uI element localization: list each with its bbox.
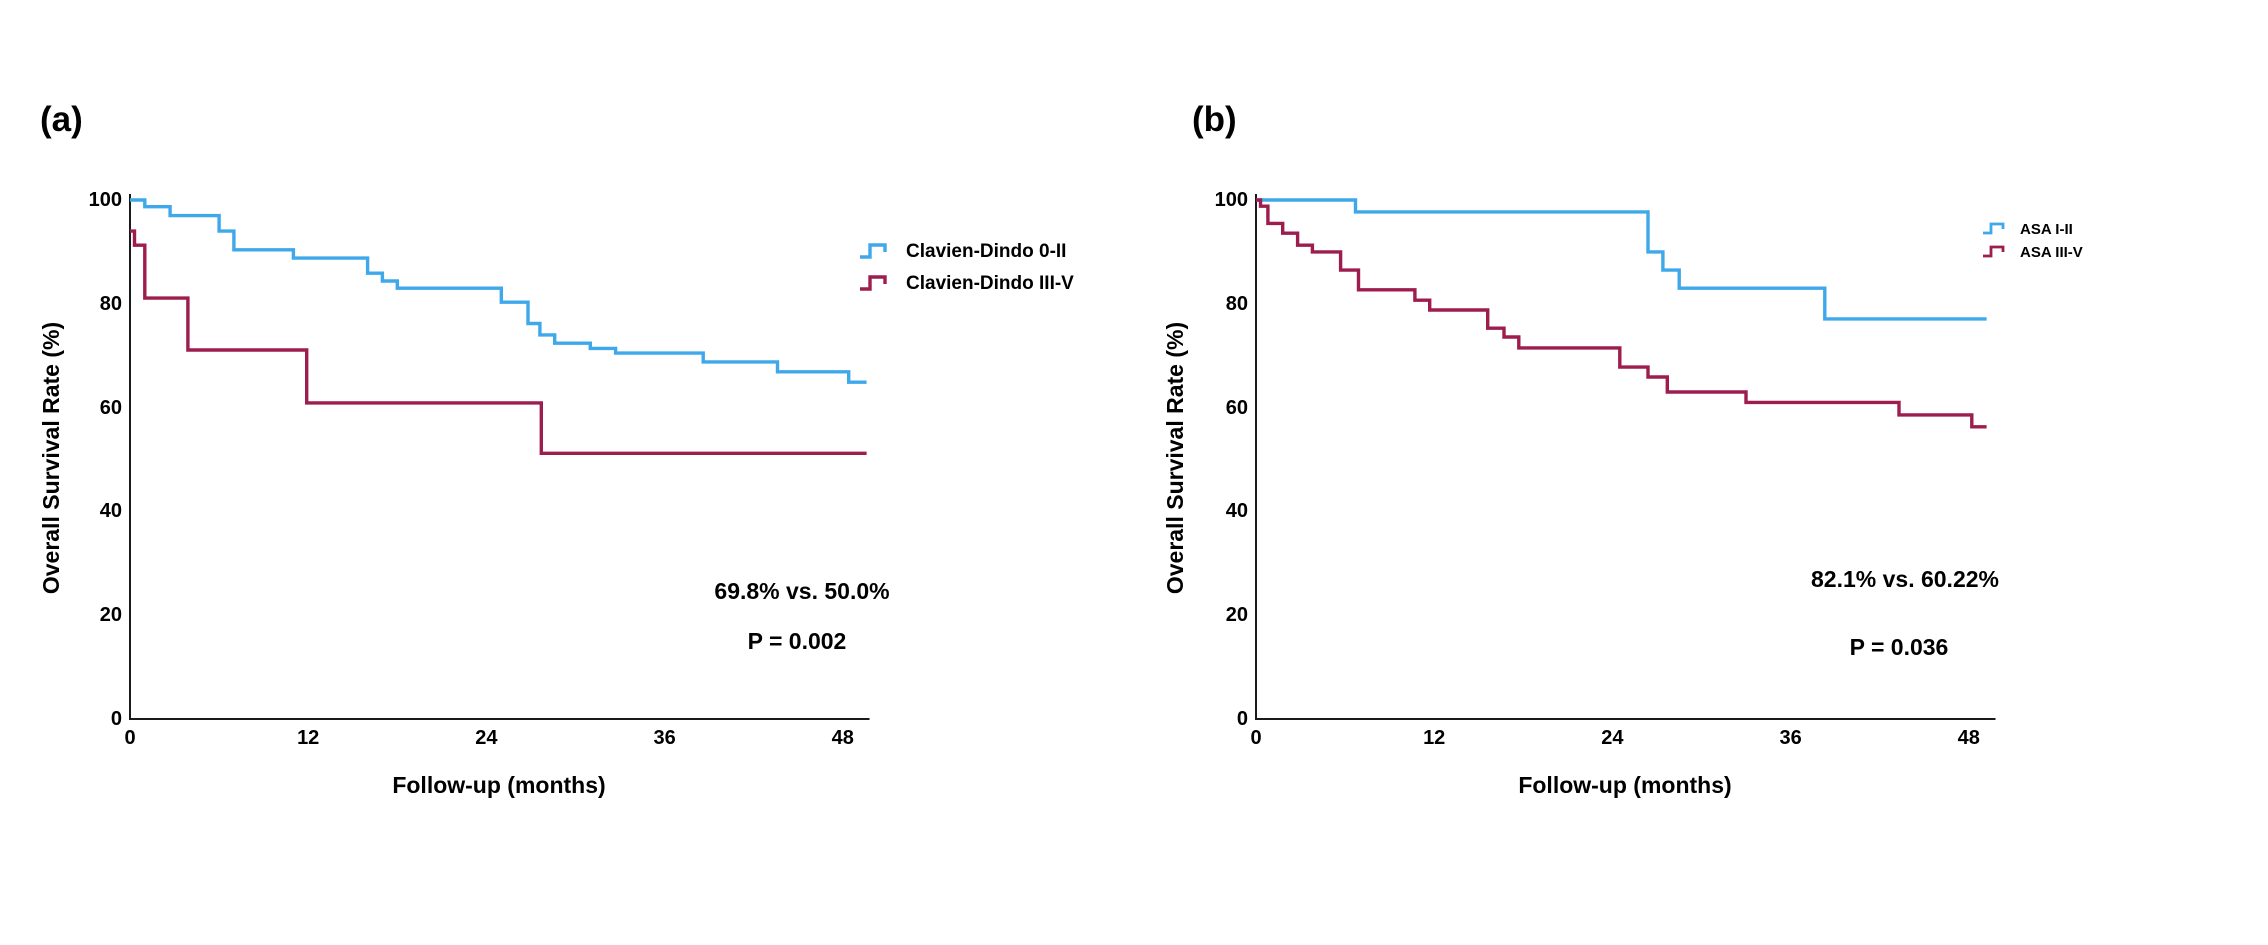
panel-b-x-axis-title: Follow-up (months) (1518, 772, 1732, 798)
panel-b-survival-comparison: 82.1% vs. 60.22% (1811, 566, 1999, 592)
panel-a-y-axis-title: Overall Survival Rate (%) (38, 321, 64, 595)
panel-a-label: (a) (40, 100, 83, 139)
legend-item: ASA I-II (1982, 220, 2083, 238)
x-tick-label: 0 (124, 727, 136, 749)
legend-label: ASA III-V (2020, 243, 2083, 261)
y-tick-label: 20 (1225, 604, 1248, 627)
y-tick-label: 40 (1225, 500, 1248, 523)
panel-b-label: (b) (1192, 100, 1237, 139)
panel-a-survival-comparison: 69.8% vs. 50.0% (714, 578, 890, 604)
step-line-icon (1983, 222, 2005, 235)
legend-item: Clavien-Dindo 0-II (858, 240, 1074, 264)
x-tick-label: 0 (1250, 727, 1262, 749)
y-tick-label: 20 (99, 604, 122, 627)
panel-b-p-value: P = 0.036 (1849, 634, 1949, 660)
y-tick-label: 60 (99, 396, 122, 419)
survival-curve (1256, 198, 1987, 429)
panel-a-p-value: P = 0.002 (747, 628, 847, 654)
x-tick-label: 12 (297, 727, 320, 749)
axis-line (129, 194, 870, 720)
step-line-icon (860, 275, 887, 291)
x-tick-label: 48 (831, 727, 854, 749)
panel-b-y-axis-title: Overall Survival Rate (%) (1162, 321, 1188, 595)
panel-a-x-axis-title: Follow-up (months) (392, 772, 606, 798)
x-tick-label: 36 (653, 727, 676, 749)
y-tick-label: 0 (110, 708, 122, 730)
x-tick-label: 12 (1423, 727, 1446, 749)
survival-curve (130, 229, 867, 455)
axis-line (1255, 194, 1996, 720)
y-tick-label: 0 (1236, 708, 1248, 730)
survival-curve (130, 198, 867, 384)
legend-label: Clavien-Dindo 0-II (906, 241, 1067, 262)
step-line-icon (1983, 245, 2005, 258)
legend-label: Clavien-Dindo III-V (906, 273, 1074, 294)
legend-item: ASA III-V (1982, 243, 2083, 261)
survival-curve (1256, 198, 1987, 321)
x-tick-label: 24 (1601, 727, 1624, 749)
y-tick-label: 100 (88, 189, 122, 211)
legend-item: Clavien-Dindo III-V (858, 272, 1074, 296)
x-tick-label: 48 (1957, 727, 1980, 749)
y-tick-label: 80 (1225, 292, 1248, 315)
panel-b-legend: ASA I-II ASA III-V (1982, 220, 2083, 261)
y-tick-label: 100 (1214, 189, 1248, 211)
step-line-icon (860, 243, 887, 259)
legend-label: ASA I-II (2020, 220, 2073, 238)
x-tick-label: 24 (475, 727, 498, 749)
y-tick-label: 40 (99, 500, 122, 523)
y-tick-label: 60 (1225, 396, 1248, 419)
panel-a-legend: Clavien-Dindo 0-II Clavien-Dindo III-V (858, 240, 1074, 296)
x-tick-label: 36 (1779, 727, 1802, 749)
y-tick-label: 80 (99, 292, 122, 315)
